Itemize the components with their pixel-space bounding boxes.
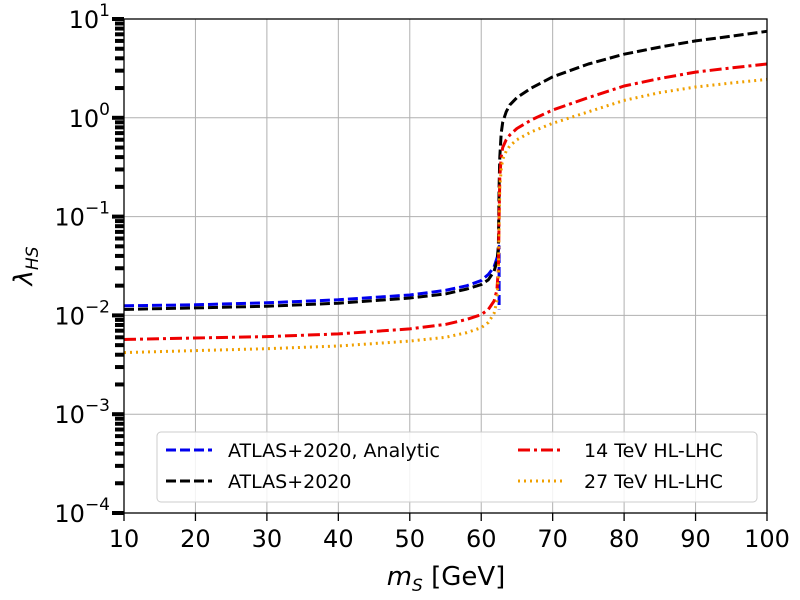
y-axis-title-sub: HS xyxy=(23,246,43,270)
y-tick-label: 101 xyxy=(69,1,110,34)
axis-ticks: 10 20 30 40 50 60 70 80 90 100 10−4 10−3 10−2 10−1 100… xyxy=(54,1,790,553)
x-tick-label: 60 xyxy=(466,525,497,553)
x-tick-label: 40 xyxy=(323,525,354,553)
legend-box xyxy=(156,431,758,503)
y-tick-label: 100 xyxy=(69,100,110,133)
legend-entry-atlas: ATLAS+2020 xyxy=(166,471,351,493)
x-axis-title-sub: S xyxy=(412,576,423,596)
y-tick-label: 10−1 xyxy=(54,199,110,232)
legend-entry-14tev: 14 TeV HL-LHC xyxy=(518,440,723,462)
legend-label-27tev: 27 TeV HL-LHC xyxy=(584,471,723,493)
plot-lines xyxy=(123,29,768,355)
series-line-3 xyxy=(123,77,768,355)
x-tick-label: 70 xyxy=(537,525,568,553)
y-tick-label: 10−2 xyxy=(54,297,110,330)
legend-entry-27tev: 27 TeV HL-LHC xyxy=(518,471,723,493)
y-tick-label: 10−3 xyxy=(54,396,110,429)
y-axis-title: λHS xyxy=(9,246,43,287)
x-axis-title-main: m xyxy=(387,562,412,592)
legend-label-atlas: ATLAS+2020 xyxy=(228,471,351,493)
x-tick-label: 100 xyxy=(744,525,790,553)
legend-entry-analytic: ATLAS+2020, Analytic xyxy=(166,440,440,462)
x-tick-label: 90 xyxy=(680,525,711,553)
x-axis-title: mS [GeV] xyxy=(387,562,506,596)
y-tick-label: 10−4 xyxy=(54,495,110,528)
y-axis-title-main: λ xyxy=(9,270,39,287)
legend-label-analytic: ATLAS+2020, Analytic xyxy=(228,440,440,462)
plot-frame xyxy=(123,18,768,514)
x-tick-label: 50 xyxy=(395,525,426,553)
legend: ATLAS+2020, Analytic ATLAS+2020 14 TeV H… xyxy=(156,431,758,503)
legend-label-14tev: 14 TeV HL-LHC xyxy=(584,440,723,462)
x-tick-label: 10 xyxy=(109,525,140,553)
x-axis-title-unit: [GeV] xyxy=(423,562,505,592)
x-tick-label: 30 xyxy=(252,525,283,553)
x-tick-label: 80 xyxy=(609,525,640,553)
x-tick-label: 20 xyxy=(180,525,211,553)
y-minor-ticks xyxy=(115,21,124,486)
